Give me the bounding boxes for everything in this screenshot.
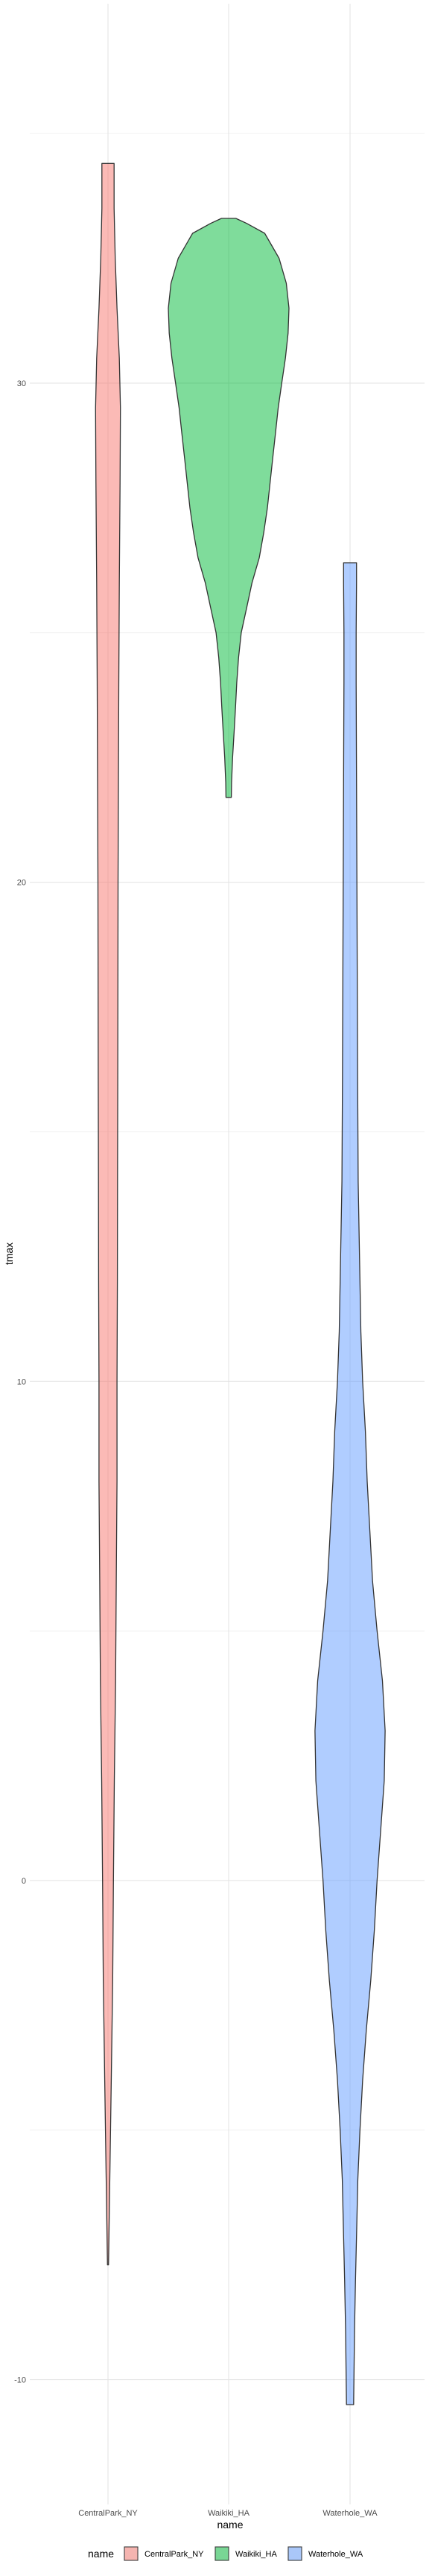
x-tick-label: CentralPark_NY	[78, 2509, 138, 2518]
legend-label: CentralPark_NY	[144, 2550, 204, 2559]
y-axis-tick-labels: -10 0 10 20 30	[14, 379, 26, 2385]
y-tick-label: 30	[17, 379, 26, 388]
legend: name CentralPark_NY Waikiki_HA Waterhole_W…	[88, 2546, 363, 2561]
violin-Waikiki_HA	[168, 218, 290, 798]
y-tick-label: 10	[17, 1377, 26, 1386]
y-tick-label: 20	[17, 879, 26, 888]
legend-item: Waterhole_WA	[287, 2546, 363, 2561]
violins	[95, 162, 386, 2405]
y-tick-label: 0	[22, 1877, 26, 1886]
legend-items: CentralPark_NY Waikiki_HA Waterhole_WA	[124, 2546, 363, 2561]
y-axis-title: tmax	[3, 1243, 15, 1265]
legend-key-swatch	[287, 2546, 302, 2561]
legend-label: Waikiki_HA	[235, 2550, 277, 2559]
y-tick-label: -10	[14, 2376, 26, 2385]
x-axis-tick-labels: CentralPark_NY Waikiki_HA Waterhole_WA	[78, 2509, 378, 2518]
x-axis-title: name	[217, 2519, 243, 2531]
violin-CentralPark_NY	[95, 162, 121, 2266]
legend-label: Waterhole_WA	[308, 2550, 363, 2559]
x-tick-label: Waterhole_WA	[322, 2509, 378, 2518]
legend-title: name	[88, 2548, 114, 2560]
legend-key-swatch	[124, 2546, 139, 2561]
x-tick-label: Waikiki_HA	[208, 2509, 250, 2518]
legend-key-swatch	[214, 2546, 229, 2561]
violin-Waterhole_WA	[314, 562, 386, 2405]
legend-item: CentralPark_NY	[124, 2546, 204, 2561]
legend-item: Waikiki_HA	[214, 2546, 277, 2561]
